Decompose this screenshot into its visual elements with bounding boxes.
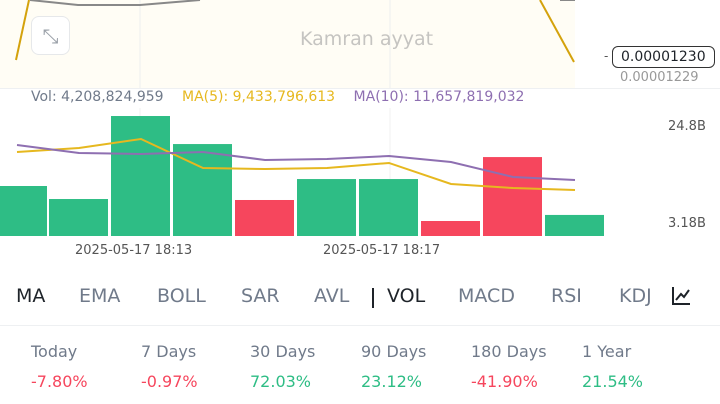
performance-label: 7 Days [141, 342, 197, 361]
performance-value: -41.90% [471, 372, 538, 391]
performance-label: 30 Days [250, 342, 316, 361]
tab-separator [372, 288, 374, 308]
ma10-value: MA(10): 11,657,819,032 [353, 89, 525, 105]
performance-label: 180 Days [471, 342, 547, 361]
performance-item: 90 Days 23.12% [361, 342, 426, 391]
fullscreen-button[interactable]: ⤡ [31, 16, 70, 55]
performance-item: Today -7.80% [31, 342, 88, 391]
volume-chart[interactable] [0, 0, 720, 270]
ma5-value: MA(5): 9,433,796,613 [182, 89, 336, 105]
volume-info: Vol: 4,208,824,959 MA(5): 9,433,796,613 … [31, 89, 538, 105]
price-line [29, 0, 201, 6]
current-price-tag: 0.00001230 [612, 46, 715, 68]
ma5-line [16, 137, 576, 191]
tab-kdj[interactable]: KDJ [619, 285, 652, 307]
volume-bar [359, 179, 418, 236]
performance-item: 180 Days -41.90% [471, 342, 547, 391]
volume-bar [49, 199, 108, 236]
volume-bar [0, 186, 47, 236]
performance-label: Today [31, 342, 78, 361]
performance-label: 90 Days [361, 342, 427, 361]
tab-avl[interactable]: AVL [314, 285, 350, 307]
performance-item: 1 Year 21.54% [582, 342, 643, 391]
tab-ema[interactable]: EMA [79, 285, 121, 307]
tab-sar[interactable]: SAR [241, 285, 280, 307]
y-tick-label: 3.18B [668, 216, 706, 231]
expand-icon: ⤡ [42, 23, 59, 48]
divider [0, 325, 720, 326]
indicator-tabs: MA EMA BOLL SAR AVL VOL MACD RSI KDJ [0, 285, 720, 311]
performance-value: -0.97% [141, 372, 198, 391]
performance-value: 23.12% [361, 372, 423, 391]
performance-value: 21.54% [582, 372, 644, 391]
ma10-line [16, 144, 576, 181]
performance-item: 7 Days -0.97% [141, 342, 198, 391]
tab-boll[interactable]: BOLL [157, 285, 206, 307]
volume-bar [483, 157, 542, 236]
tab-rsi[interactable]: RSI [551, 285, 582, 307]
performance-label: 1 Year [582, 342, 632, 361]
price-chart[interactable] [0, 0, 720, 88]
tab-ma[interactable]: MA [16, 285, 46, 307]
volume-bar [421, 220, 480, 236]
volume-bar [297, 179, 356, 236]
y-tick-label: 24.8B [668, 119, 706, 134]
volume-bar [545, 214, 604, 236]
performance-value: 72.03% [250, 372, 312, 391]
performance-value: -7.80% [31, 372, 88, 391]
x-tick-label: 2025-05-17 18:13 [75, 243, 193, 258]
tab-vol[interactable]: VOL [387, 285, 426, 307]
tab-macd[interactable]: MACD [458, 285, 515, 307]
vol-value: Vol: 4,208,824,959 [31, 89, 164, 105]
divider [0, 88, 720, 89]
ma-line [539, 0, 575, 63]
x-tick-label: 2025-05-17 18:17 [323, 243, 441, 258]
price-dash: - [604, 49, 609, 63]
volume-bar [111, 116, 170, 236]
indicator-settings-icon[interactable] [670, 285, 692, 307]
performance-item: 30 Days 72.03% [250, 342, 315, 391]
price-axis-label: 0.00001229 [620, 70, 699, 85]
volume-bar [235, 199, 294, 236]
ma-line [15, 0, 30, 61]
watermark: Kamran ayyat [300, 28, 434, 50]
